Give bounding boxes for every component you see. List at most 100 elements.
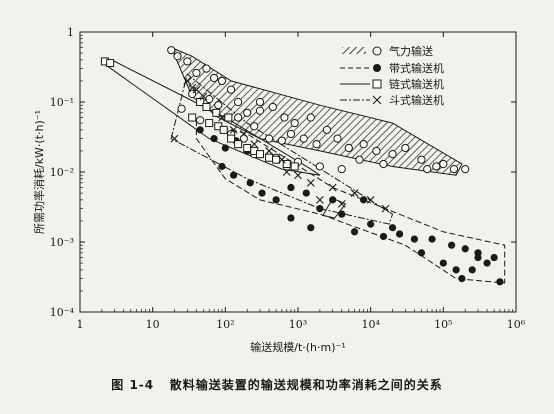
data-point-x (170, 134, 179, 143)
data-point-open-circle (214, 101, 223, 110)
data-point-open-circle (312, 140, 321, 149)
x-tick-label: 10³ (289, 318, 307, 331)
x-tick-label: 10⁶ (507, 318, 526, 331)
legend: 气力输送 带式输送机 链式输送机 斗式输送机 (340, 44, 444, 107)
data-point-x (250, 140, 259, 149)
x-tick-label: 10⁴ (361, 318, 380, 331)
data-point-open-circle (286, 129, 296, 139)
data-point-filled-circle (428, 235, 436, 243)
data-point-filled-circle (474, 253, 482, 262)
data-point-filled-circle (338, 210, 346, 218)
bucket-envelope (170, 73, 394, 225)
data-point-filled-circle (230, 171, 238, 179)
data-point-open-circle (439, 159, 448, 169)
data-point-square (205, 119, 214, 128)
data-point-x (328, 183, 337, 192)
data-point-open-circle (461, 165, 470, 174)
data-point-filled-circle (410, 235, 419, 243)
data-point-open-circle (183, 57, 192, 66)
y-axis-title: 所需功率消耗/kW·(t·h)⁻¹ (32, 110, 46, 234)
data-point-filled-circle (417, 249, 426, 257)
data-point-filled-circle (307, 224, 315, 232)
data-point-open-circle (243, 108, 252, 117)
data-point-square (256, 150, 265, 159)
data-point-open-circle (359, 140, 368, 149)
data-point-square (272, 155, 281, 164)
data-point-x (265, 147, 273, 155)
data-point-open-circle (401, 143, 410, 153)
data-point-square (234, 140, 243, 149)
data-point-open-circle (217, 76, 227, 86)
data-point-open-circle (173, 52, 182, 61)
data-point-square (202, 102, 211, 111)
data-point-x (239, 130, 248, 138)
x-tick-label: 10⁵ (434, 318, 452, 331)
data-point-square (188, 113, 197, 122)
data-point-open-circle (388, 150, 397, 159)
data-point-x (183, 77, 192, 85)
data-point-open-circle (255, 97, 265, 107)
x-tick-label: 1 (77, 318, 84, 331)
data-point-open-circle (255, 106, 265, 115)
x-marker-icon (372, 95, 382, 105)
data-point-square (219, 125, 228, 134)
data-point-filled-circle (287, 183, 295, 192)
data-point-open-circle (234, 113, 243, 122)
figure-caption: 图 1-4 散料输送装置的输送规模和功率消耗之间的关系 (0, 376, 554, 393)
pneumatic-envelope (170, 46, 463, 176)
data-point-filled-circle (490, 253, 498, 262)
data-point-square (282, 160, 291, 169)
data-point-open-circle (290, 118, 299, 128)
data-point-filled-circle (439, 259, 447, 267)
data-point-filled-circle (496, 278, 504, 286)
data-point-square (106, 59, 115, 68)
data-point-open-circle (322, 125, 332, 134)
data-point-filled-circle (316, 205, 324, 213)
data-point-x (366, 195, 375, 204)
data-point-open-circle (355, 155, 364, 164)
data-point-filled-circle (196, 126, 204, 134)
y-tick-label: 10⁻¹ (50, 96, 74, 109)
data-point-open-circle (379, 159, 388, 169)
data-point-x (282, 168, 291, 176)
y-tick-label: 10⁻⁴ (50, 306, 75, 319)
data-point-open-circle (417, 155, 426, 164)
data-point-square (227, 134, 236, 143)
legend-item-pneumatic: 气力输送 (342, 44, 433, 58)
data-point-open-circle (280, 113, 289, 122)
data-point-open-circle (333, 134, 342, 143)
data-point-filled-circle (452, 266, 460, 274)
data-point-open-circle (234, 97, 243, 107)
x-tick-label: 10² (216, 318, 234, 331)
legend-label: 斗式输送机 (389, 93, 444, 107)
data-point-x (218, 113, 226, 122)
data-point-open-circle (268, 102, 277, 112)
series-open-circle (167, 46, 470, 174)
data-point-open-circle (196, 116, 205, 125)
data-point-open-circle (337, 165, 346, 174)
y-tick-label: 10⁻³ (50, 236, 74, 249)
data-point-open-circle (209, 73, 219, 83)
data-point-x (192, 85, 201, 94)
data-point-open-circle (299, 134, 308, 143)
data-point-open-circle (423, 165, 432, 174)
data-point-open-circle (226, 85, 236, 94)
series-open-square (100, 57, 299, 171)
data-point-filled-circle (379, 232, 388, 241)
data-point-square (290, 162, 299, 171)
y-tick-label: 1 (67, 26, 74, 39)
series-filled-circle (196, 126, 504, 286)
data-point-x (188, 83, 197, 92)
legend-item-chain: 链式输送机 (340, 77, 444, 91)
data-point-open-circle (264, 134, 274, 143)
data-point-x (337, 200, 346, 208)
data-point-x (381, 204, 390, 213)
legend-item-belt: 带式输送机 (340, 61, 444, 75)
y-axis: 1 10⁻¹ 10⁻² 10⁻³ 10⁻⁴ (50, 26, 516, 319)
data-point-open-circle (306, 113, 315, 122)
data-point-open-circle (315, 162, 324, 171)
data-point-filled-circle (448, 241, 456, 249)
data-point-filled-circle (367, 220, 375, 228)
data-point-filled-circle (329, 196, 337, 204)
